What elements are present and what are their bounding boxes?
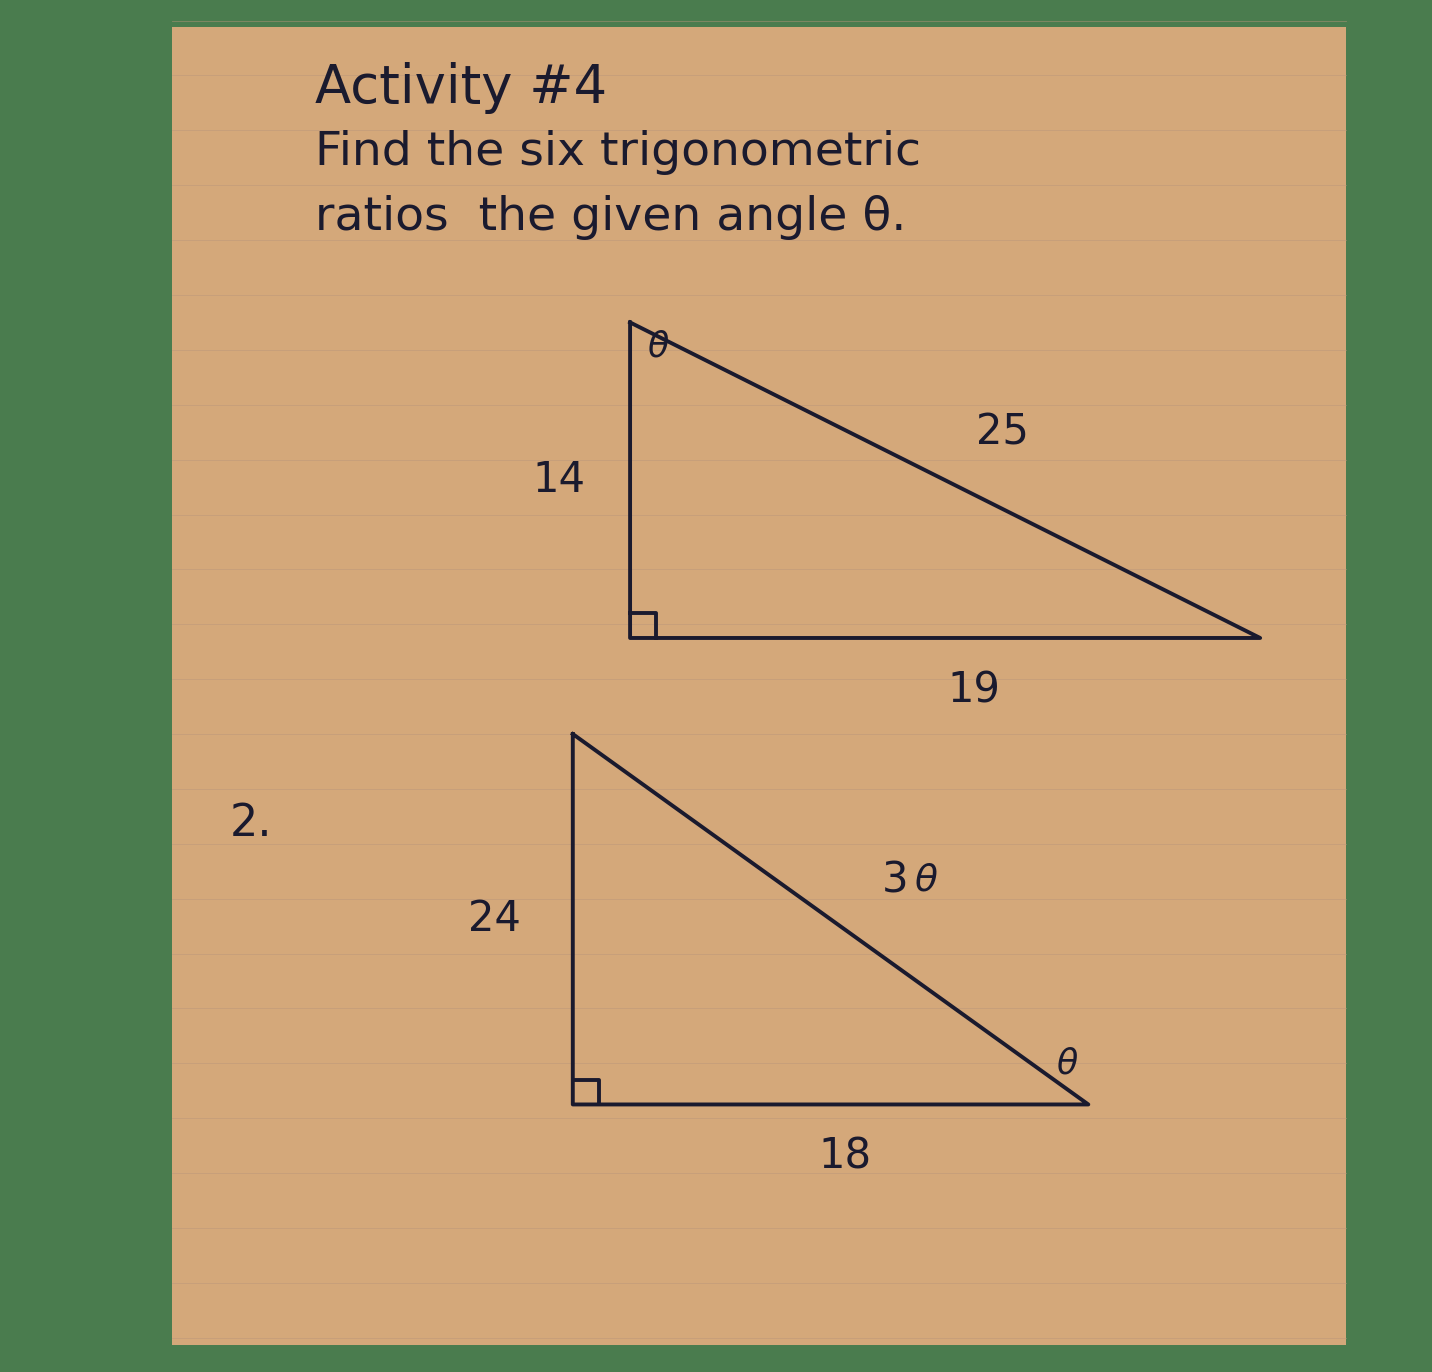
Text: $\theta$: $\theta$ xyxy=(1055,1047,1078,1080)
Text: 19: 19 xyxy=(948,670,1000,711)
Text: $\theta$: $\theta$ xyxy=(647,329,670,364)
Text: 24: 24 xyxy=(468,899,520,940)
Text: $\theta$: $\theta$ xyxy=(915,863,938,899)
Text: Find the six trigonometric: Find the six trigonometric xyxy=(315,130,921,176)
FancyBboxPatch shape xyxy=(172,27,1346,1345)
Text: 18: 18 xyxy=(818,1136,872,1177)
Text: 25: 25 xyxy=(977,412,1028,453)
Text: 2.: 2. xyxy=(229,801,272,845)
Text: Activity #4: Activity #4 xyxy=(315,62,607,114)
Text: 14: 14 xyxy=(531,460,586,501)
Text: 3: 3 xyxy=(882,860,908,901)
Text: ratios  the given angle θ.: ratios the given angle θ. xyxy=(315,195,906,240)
